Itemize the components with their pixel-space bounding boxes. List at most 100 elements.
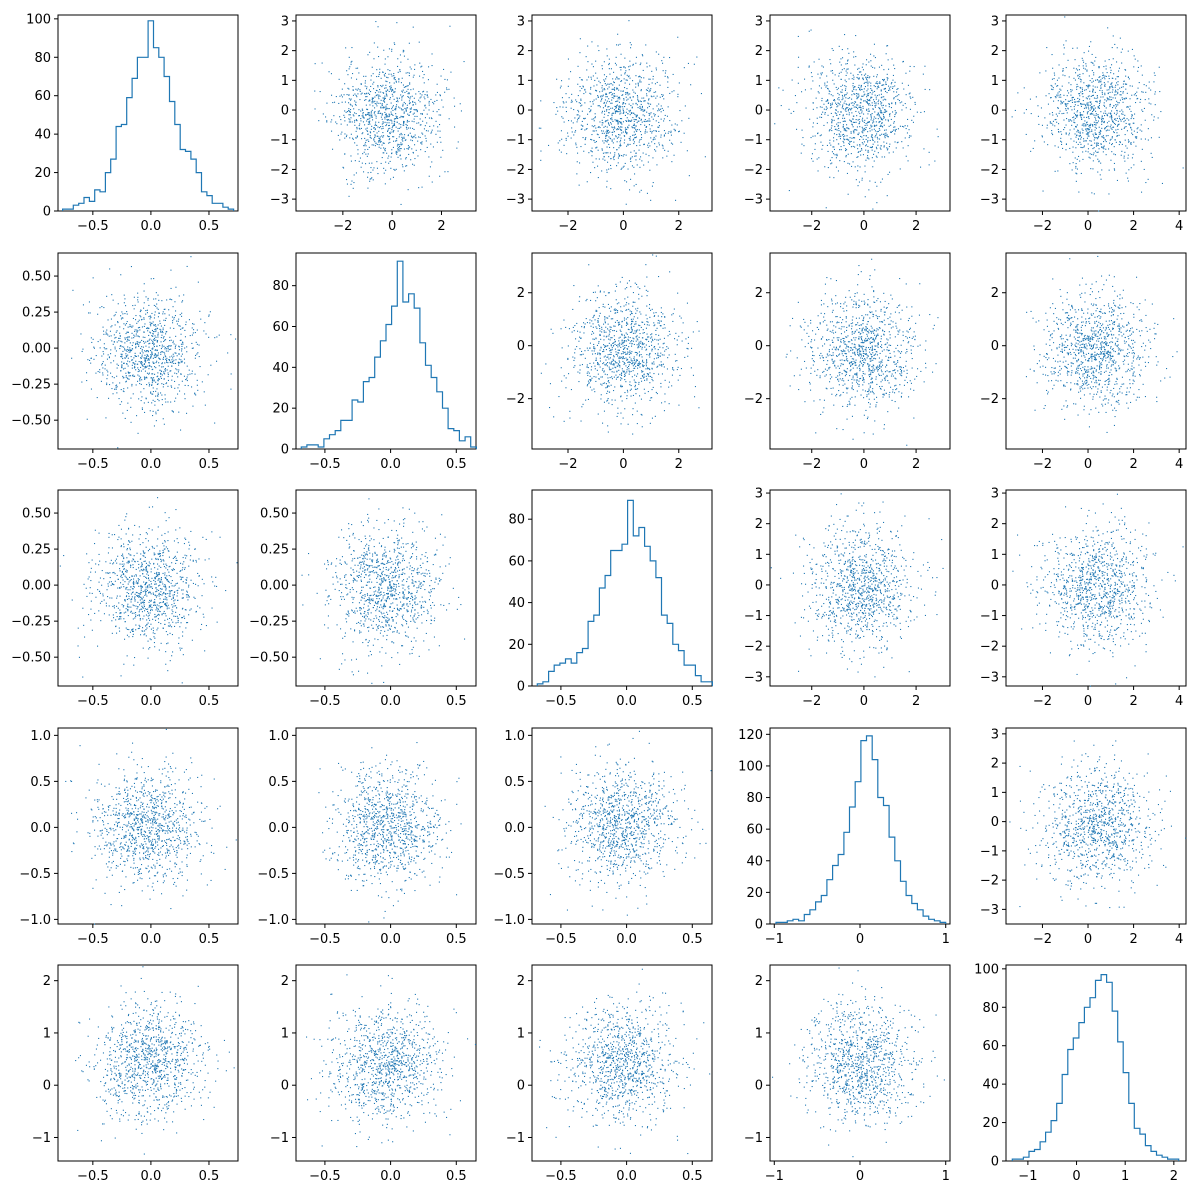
scatter-point — [388, 128, 390, 130]
scatter-point — [811, 153, 813, 155]
scatter-point — [606, 100, 608, 102]
scatter-point — [870, 119, 872, 121]
scatter-point — [616, 129, 618, 131]
scatter-point — [379, 140, 381, 142]
scatter-point — [147, 358, 149, 360]
scatter-point — [393, 92, 395, 94]
scatter-point — [1090, 113, 1092, 115]
scatter-point — [588, 108, 590, 110]
scatter-point — [607, 130, 609, 132]
scatter-point — [1113, 132, 1115, 134]
scatter-point — [648, 118, 650, 120]
scatter-point — [798, 56, 800, 58]
scatter-point — [610, 188, 612, 190]
scatter-point — [156, 383, 158, 385]
scatter-point — [390, 102, 392, 104]
scatter-point — [357, 93, 359, 95]
scatter-point — [643, 97, 645, 99]
scatter-point — [1097, 151, 1099, 153]
scatter-point — [648, 99, 650, 101]
scatter-point — [1098, 80, 1100, 82]
scatter-point — [144, 358, 146, 360]
scatter-point — [882, 104, 884, 106]
scatter-point — [126, 321, 128, 323]
scatter-point — [166, 348, 168, 350]
scatter-point — [199, 310, 201, 312]
scatter-point — [1134, 58, 1136, 60]
scatter-point — [358, 115, 360, 117]
scatter-point — [895, 96, 897, 98]
scatter-point — [152, 379, 154, 381]
scatter-point — [151, 369, 153, 371]
x-tick-label: 0.5 — [199, 457, 220, 472]
scatter-point — [368, 121, 370, 123]
y-tick-label: 2 — [517, 44, 525, 59]
scatter-point — [863, 141, 865, 143]
scatter-point — [888, 68, 890, 70]
scatter-point — [851, 112, 853, 114]
scatter-point — [620, 106, 622, 108]
scatter-point — [883, 141, 885, 143]
scatter-point — [370, 91, 372, 93]
scatter-point — [1079, 131, 1081, 133]
scatter-point — [868, 189, 870, 191]
scatter-point — [407, 88, 409, 90]
scatter-point — [439, 130, 441, 132]
scatter-point — [1111, 143, 1113, 145]
scatter-point — [881, 112, 883, 114]
scatter-point — [873, 160, 875, 162]
scatter-point — [155, 305, 157, 307]
scatter-point — [1110, 113, 1112, 115]
scatter-point — [421, 141, 423, 143]
scatter-point — [623, 165, 625, 167]
scatter-point — [663, 130, 665, 132]
scatter-point — [456, 147, 458, 149]
scatter-point — [648, 124, 650, 126]
scatter-point — [396, 97, 398, 99]
scatter-point — [876, 88, 878, 90]
scatter-point — [414, 158, 416, 160]
scatter-point — [887, 136, 889, 138]
scatter-point — [150, 354, 152, 356]
y-tick-label: −2 — [980, 163, 999, 178]
scatter-point — [369, 120, 371, 122]
scatter-point — [888, 85, 890, 87]
scatter-point — [116, 384, 118, 386]
scatter-point — [165, 331, 167, 333]
scatter-point — [1091, 95, 1093, 97]
scatter-point — [606, 132, 608, 134]
scatter-point — [830, 127, 832, 129]
scatter-point — [635, 75, 637, 77]
scatter-point — [180, 328, 182, 330]
scatter-point — [606, 152, 608, 154]
scatter-point — [1063, 94, 1065, 96]
scatter-point — [350, 63, 352, 65]
scatter-point — [1153, 116, 1155, 118]
scatter-point — [873, 85, 875, 87]
scatter-point — [841, 69, 843, 71]
scatter-point — [654, 138, 656, 140]
scatter-point — [656, 105, 658, 107]
scatter-point — [833, 148, 835, 150]
scatter-point — [180, 339, 182, 341]
scatter-point — [648, 78, 650, 80]
scatter-point — [846, 127, 848, 129]
scatter-point — [824, 82, 826, 84]
scatter-point — [845, 88, 847, 90]
scatter-point — [1137, 97, 1139, 99]
scatter-point — [389, 86, 391, 88]
scatter-point — [641, 54, 643, 56]
scatter-point — [402, 95, 404, 97]
scatter-point — [579, 38, 581, 40]
scatter-point — [606, 186, 608, 188]
scatter-point — [1131, 85, 1133, 87]
scatter-point — [1082, 129, 1084, 131]
scatter-point — [1088, 50, 1090, 52]
scatter-point — [579, 162, 581, 164]
scatter-point — [381, 157, 383, 159]
scatter-point — [866, 102, 868, 104]
scatter-point — [627, 113, 629, 115]
scatter-point — [110, 372, 112, 374]
scatter-point — [177, 376, 179, 378]
scatter-point — [178, 364, 180, 366]
